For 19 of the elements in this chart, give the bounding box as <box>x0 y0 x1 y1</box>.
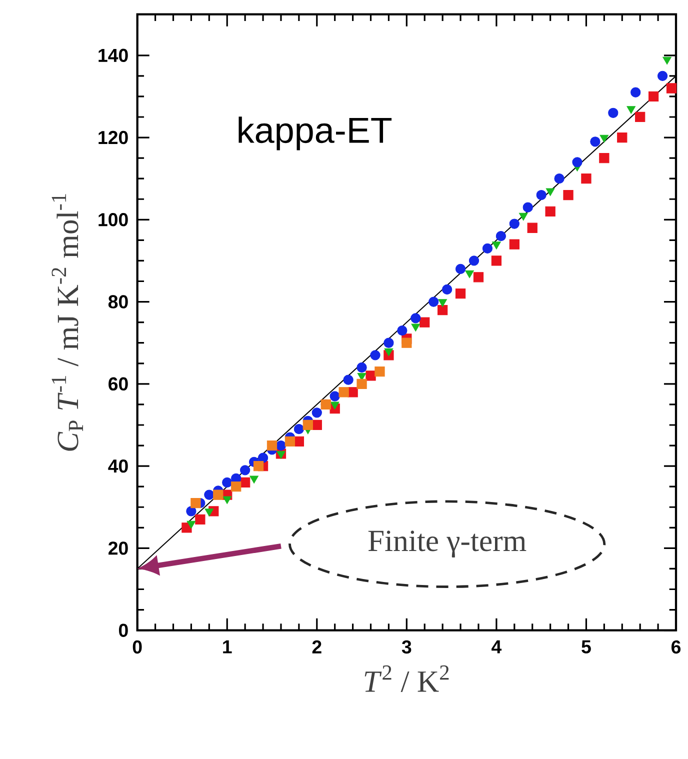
y-tick-label: 20 <box>108 542 128 555</box>
y-axis-title: C$_{P}$ T$^{-1}$ / mJ K$^{-2}$ mol$^{-1}$ <box>52 194 83 451</box>
x-tick-label: 1 <box>223 640 232 654</box>
x-tick-label: 0 <box>132 640 142 654</box>
x-axis-title: T$^{2}$ / K$^{2}$ <box>364 665 449 692</box>
x-tick-label: 2 <box>312 640 322 654</box>
y-tick-label: 0 <box>118 624 128 637</box>
x-tick-label: 5 <box>582 640 591 654</box>
y-tick-label: 140 <box>98 48 128 62</box>
annotation: Finite γ-term <box>368 530 526 558</box>
annotation: kappa-ET <box>238 116 392 150</box>
y-tick-label: 60 <box>108 377 128 391</box>
y-tick-label: 100 <box>98 213 128 226</box>
y-tick-label: 40 <box>108 459 128 473</box>
x-tick-label: 6 <box>672 640 681 654</box>
y-tick-label: 80 <box>108 295 128 308</box>
x-tick-label: 3 <box>402 640 412 654</box>
x-tick-label: 4 <box>492 640 502 654</box>
y-tick-label: 120 <box>98 130 128 144</box>
